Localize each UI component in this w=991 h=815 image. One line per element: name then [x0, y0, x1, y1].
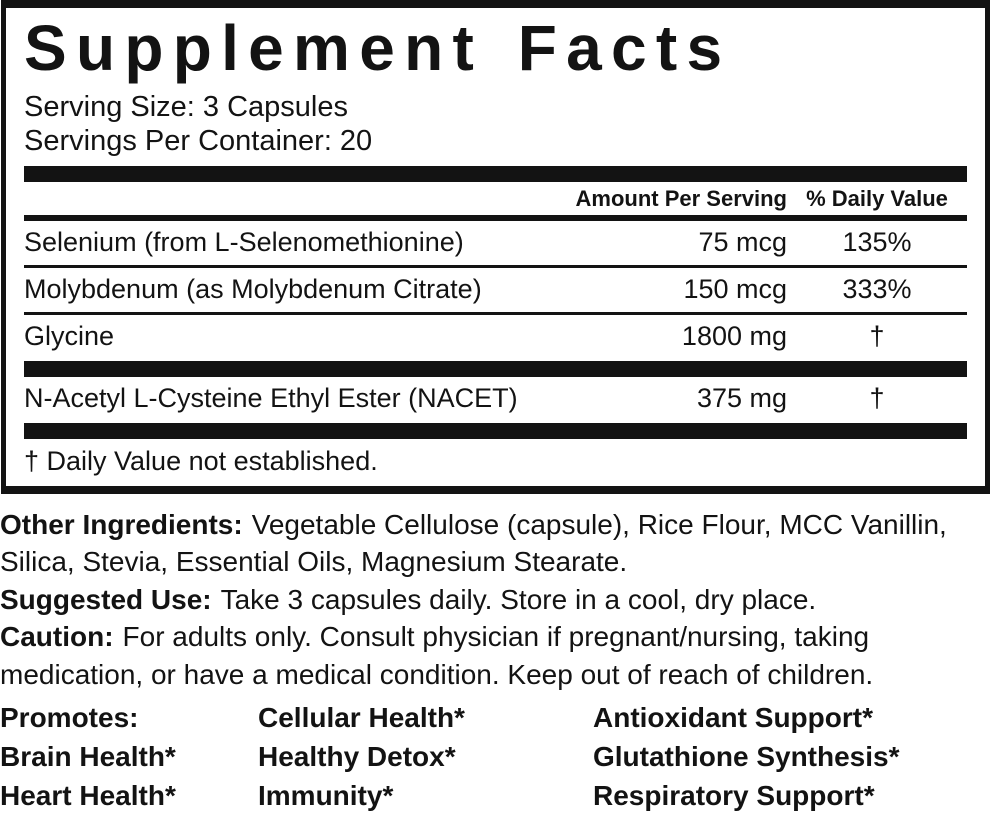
divider-thick-top — [24, 165, 967, 182]
supplement-facts-panel: Supplement Facts Serving Size: 3 Capsule… — [1, 0, 990, 494]
divider-thin-2 — [24, 311, 967, 315]
nutrient-row-nacet: N-Acetyl L-Cysteine Ethyl Ester (NACET) … — [24, 377, 967, 421]
caution-label: Caution: — [0, 621, 114, 653]
nutrient-row-molybdenum: Molybdenum (as Molybdenum Citrate) 150 m… — [24, 268, 967, 312]
suggested-use-text: Take 3 capsules daily. Store in a cool, … — [220, 583, 817, 615]
other-ingredients-label: Other Ingredients: — [0, 508, 243, 540]
other-ingredients-text: Vegetable Cellulose (capsule), Rice Flou… — [0, 508, 947, 578]
nutrient-name: N-Acetyl L-Cysteine Ethyl Ester (NACET) — [24, 382, 518, 413]
nutrient-name: Molybdenum (as Molybdenum Citrate) — [24, 273, 482, 304]
benefit-antioxidant-support: Antioxidant Support* — [593, 701, 873, 733]
nutrient-name: Glycine — [24, 320, 115, 351]
nutrient-name: Selenium (from L-Selenomethionine) — [24, 226, 464, 257]
suggested-use-paragraph: Suggested Use: Take 3 capsules daily. Sto… — [0, 581, 991, 619]
daily-value-footnote: † Daily Value not established. — [24, 445, 378, 476]
suggested-use-label: Suggested Use: — [0, 583, 212, 615]
nutrient-amount: 375 mg — [696, 382, 787, 413]
nutrient-daily-value: † — [869, 382, 885, 413]
benefit-healthy-detox: Healthy Detox* — [258, 740, 456, 772]
benefit-respiratory-support: Respiratory Support* — [593, 780, 875, 812]
nutrient-daily-value: 135% — [842, 226, 912, 257]
caution-paragraph: Caution: For adults only. Consult physici… — [0, 618, 991, 693]
promotes-section: Promotes: Cellular Health* Antioxidant S… — [0, 698, 991, 815]
divider-thin-1 — [24, 264, 967, 268]
servings-per-container: Servings Per Container: 20 — [24, 124, 373, 157]
caution-text: For adults only. Consult physician if pr… — [0, 621, 874, 691]
benefit-cellular-health: Cellular Health* — [258, 701, 465, 733]
divider-thick-middle — [24, 360, 967, 377]
nutrient-amount: 75 mcg — [698, 226, 787, 257]
benefit-brain-health: Brain Health* — [0, 740, 176, 772]
benefit-immunity: Immunity* — [258, 780, 394, 812]
nutrient-daily-value: 333% — [842, 273, 912, 304]
serving-size: Serving Size: 3 Capsules — [24, 91, 348, 124]
promotes-heading: Promotes: — [0, 701, 139, 733]
nutrient-row-selenium: Selenium (from L-Selenomethionine) 75 mc… — [24, 221, 967, 265]
column-header-daily-value: % Daily Value — [806, 185, 948, 211]
nutrient-row-glycine: Glycine 1800 mg † — [24, 315, 967, 359]
benefit-heart-health: Heart Health* — [0, 780, 176, 812]
nutrient-daily-value: † — [869, 320, 885, 351]
other-ingredients-paragraph: Other Ingredients: Vegetable Cellulose (c… — [0, 506, 991, 581]
benefit-glutathione-synthesis: Glutathione Synthesis* — [593, 740, 900, 772]
label-body-text: Other Ingredients: Vegetable Cellulose (c… — [0, 506, 991, 694]
column-header-amount: Amount Per Serving — [575, 185, 787, 211]
nutrient-amount: 150 mcg — [683, 273, 787, 304]
column-header-row: Amount Per Serving % Daily Value — [24, 182, 967, 215]
divider-thick-bottom — [24, 422, 967, 439]
divider-medium-header — [24, 214, 967, 221]
panel-title: Supplement Facts — [24, 12, 732, 84]
nutrient-amount: 1800 mg — [681, 320, 787, 351]
